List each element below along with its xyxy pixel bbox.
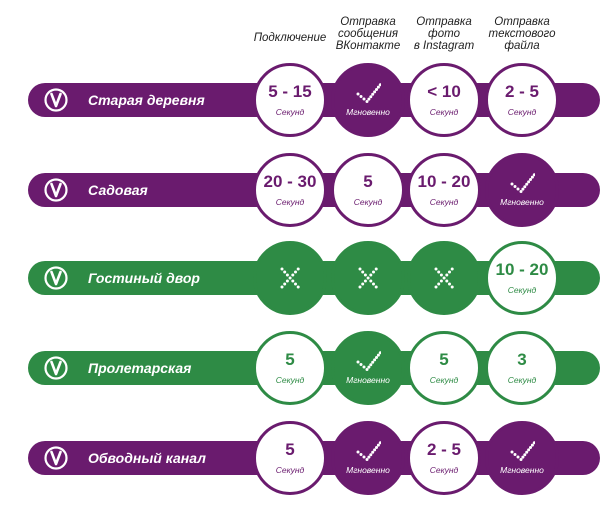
cell-value: 10 - 20 xyxy=(417,172,471,191)
check-dotted-icon xyxy=(510,173,535,193)
check-dotted-icon xyxy=(510,441,535,461)
cell-value: 5 Секунд xyxy=(331,153,405,227)
station-name: Обводный канал xyxy=(88,450,206,466)
cross-dotted-icon xyxy=(280,267,300,289)
column-header-line: файла xyxy=(504,40,540,52)
cell-value: 10 - 20 Секунд xyxy=(485,241,559,315)
column-header-line: фото xyxy=(428,28,460,40)
cell-unit: Секунд xyxy=(429,465,459,475)
cell-instant-label: Мгновенно xyxy=(346,375,390,385)
cell-value: 5 xyxy=(285,350,295,369)
station-name: Пролетарская xyxy=(88,360,192,376)
column-header-line: ВКонтакте xyxy=(335,40,401,52)
column-header: Подключение xyxy=(249,32,331,44)
column-header-line: сообщения xyxy=(337,28,399,40)
cell-unit: Секунд xyxy=(507,107,537,117)
cell-value: < 10 xyxy=(427,82,461,101)
cell-value: < 10 Секунд xyxy=(407,63,481,137)
metro-logo-icon xyxy=(44,266,68,290)
column-header: Отправка текстового файла xyxy=(481,16,563,52)
column-header: Отправка сообщения ВКонтакте xyxy=(327,16,409,52)
cell-ok: Мгновенно xyxy=(485,153,559,227)
cell-value: 2 - 5 Секунд xyxy=(407,421,481,495)
cross-dotted-icon xyxy=(434,267,454,289)
cell-value: 10 - 20 Секунд xyxy=(407,153,481,227)
cell-value: 10 - 20 xyxy=(495,260,549,279)
metro-logo-icon xyxy=(44,178,68,202)
cell-ok: Мгновенно xyxy=(331,331,405,405)
cell-value: 3 xyxy=(517,350,527,369)
cell-unit: Секунд xyxy=(429,107,459,117)
cell-value: 5 xyxy=(363,172,373,191)
cell-value: 5 Секунд xyxy=(253,421,327,495)
cell-value: 5 xyxy=(285,440,295,459)
cell-value: 20 - 30 xyxy=(263,172,317,191)
column-header-line: Подключение xyxy=(253,32,327,44)
cell-value: 20 - 30 Секунд xyxy=(253,153,327,227)
cell-unit: Секунд xyxy=(429,197,459,207)
station-name: Садовая xyxy=(88,182,148,198)
metro-logo-icon xyxy=(44,356,68,380)
cell-unit: Секунд xyxy=(275,107,305,117)
cell-unit: Секунд xyxy=(275,375,305,385)
cell-value: 5 xyxy=(439,350,449,369)
cell-unit: Секунд xyxy=(507,285,537,295)
cell-ok: Мгновенно xyxy=(485,421,559,495)
check-dotted-icon xyxy=(356,351,381,371)
cell-value: 2 - 5 xyxy=(504,82,540,101)
cell-value: 5 - 15 xyxy=(268,82,312,101)
cell-value: 5 Секунд xyxy=(253,331,327,405)
cell-unit: Секунд xyxy=(429,375,459,385)
cell-instant-label: Мгновенно xyxy=(346,465,390,475)
cell-value: 2 - 5 xyxy=(426,440,462,459)
column-header-line: Отправка xyxy=(494,16,550,28)
cell-ok: Мгновенно xyxy=(331,421,405,495)
column-header-line: Отправка xyxy=(340,16,396,28)
cell-value: 2 - 5 Секунд xyxy=(485,63,559,137)
cell-instant-label: Мгновенно xyxy=(500,197,544,207)
cell-fail xyxy=(407,241,481,315)
station-name: Старая деревня xyxy=(88,92,205,108)
column-header-line: Отправка xyxy=(416,16,472,28)
column-header-line: в Instagram xyxy=(413,40,475,52)
column-header-line: текстового xyxy=(488,28,556,40)
cell-unit: Секунд xyxy=(353,197,383,207)
cross-dotted-icon xyxy=(358,267,378,289)
metro-logo-icon xyxy=(44,446,68,470)
cell-value: 5 Секунд xyxy=(407,331,481,405)
station-name: Гостиный двор xyxy=(88,270,200,286)
metro-logo-icon xyxy=(44,88,68,112)
check-dotted-icon xyxy=(356,441,381,461)
cell-instant-label: Мгновенно xyxy=(346,107,390,117)
cell-value: 5 - 15 Секунд xyxy=(253,63,327,137)
cell-unit: Секунд xyxy=(275,465,305,475)
cell-unit: Секунд xyxy=(275,197,305,207)
cell-instant-label: Мгновенно xyxy=(500,465,544,475)
cell-value: 3 Секунд xyxy=(485,331,559,405)
check-dotted-icon xyxy=(356,83,381,103)
cell-ok: Мгновенно xyxy=(331,63,405,137)
cell-fail xyxy=(331,241,405,315)
column-header: Отправка фото в Instagram xyxy=(403,16,485,52)
cell-unit: Секунд xyxy=(507,375,537,385)
cell-fail xyxy=(253,241,327,315)
